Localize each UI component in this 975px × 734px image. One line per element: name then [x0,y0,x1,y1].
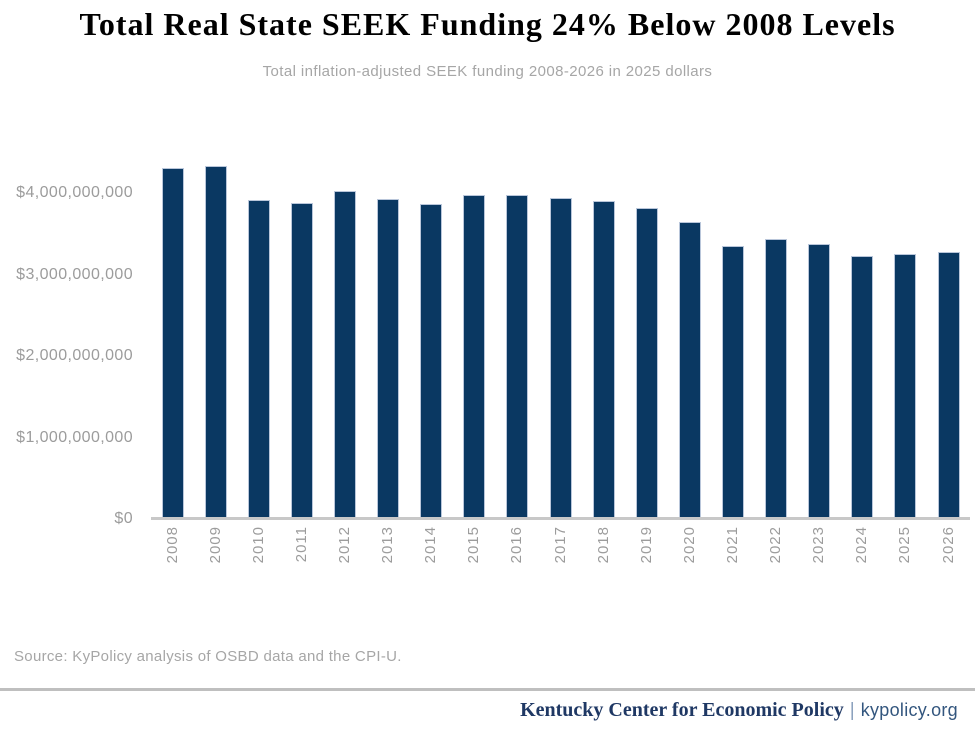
x-tick-slot-2020: 2020 [668,526,711,586]
bar-2022 [765,239,788,519]
y-axis-labels: $0 $1,000,000,000 $2,000,000,000 $3,000,000… [0,0,133,560]
x-tick-slot-2009: 2009 [194,526,237,586]
x-tick-slot-2017: 2017 [539,526,582,586]
x-tick-slot-2019: 2019 [625,526,668,586]
y-tick-label-0: $0 [114,510,133,527]
x-tick-slot-2014: 2014 [410,526,453,586]
bar-slot-2013 [367,199,410,519]
y-tick-label-4000000000: $4,000,000,000 [16,184,133,201]
footer-org-name: Kentucky Center for Economic Policy [520,699,844,721]
x-tick-slot-2025: 2025 [884,526,927,586]
bar-2021 [721,246,744,519]
bar-slot-2020 [668,222,711,519]
bar-2010 [247,200,270,519]
x-tick-label-2018: 2018 [594,526,612,564]
x-tick-label-2025: 2025 [896,526,914,564]
bar-slot-2012 [323,191,366,519]
x-tick-label-2014: 2014 [422,526,440,564]
bar-slot-2015 [453,195,496,519]
bar-2025 [894,254,917,519]
y-tick-label-2000000000: $2,000,000,000 [16,347,133,364]
bar-slot-2023 [798,244,841,519]
bar-2008 [161,168,184,519]
bar-2012 [333,191,356,519]
x-tick-slot-2013: 2013 [367,526,410,586]
bar-2016 [506,195,529,519]
plot-area: $0 $1,000,000,000 $2,000,000,000 $3,000,000… [0,0,970,586]
bars [151,0,970,519]
x-tick-label-2010: 2010 [249,526,267,564]
bar-2013 [377,199,400,519]
bar-2014 [420,204,443,519]
chart-subtitle: Total inflation-adjusted SEEK funding 20… [262,63,713,80]
bar-2018 [592,201,615,519]
bar-2024 [851,256,874,519]
bar-slot-2024 [841,256,884,519]
bar-slot-2017 [539,198,582,519]
x-tick-slot-2023: 2023 [798,526,841,586]
bar-slot-2010 [237,200,280,519]
x-tick-label-2021: 2021 [723,526,741,564]
bar-slot-2019 [625,208,668,519]
bar-slot-2026 [927,252,970,519]
x-tick-slot-2016: 2016 [496,526,539,586]
x-tick-label-2013: 2013 [379,526,397,564]
x-tick-slot-2026: 2026 [927,526,970,586]
y-tick-label-3000000000: $3,000,000,000 [16,265,133,283]
bar-2023 [808,244,831,519]
x-tick-label-2022: 2022 [767,526,785,564]
footer-separator: | [849,700,855,721]
bar-slot-2025 [884,254,927,519]
x-tick-label-2015: 2015 [465,526,483,564]
x-tick-slot-2011: 2011 [280,526,323,586]
bar-slot-2014 [410,204,453,519]
x-tick-label-2024: 2024 [853,526,871,564]
footer-site-link: kypolicy.org [860,700,958,720]
bar-2019 [635,208,658,519]
footer-divider [0,688,975,691]
x-axis-line [151,517,970,520]
chart-title: Total Real State SEEK Funding 24% Below … [79,6,896,42]
bar-slot-2018 [582,201,625,519]
y-tick-label-1000000000: $1,000,000,000 [16,428,133,446]
bar-2011 [290,203,313,519]
bar-2026 [937,252,960,519]
bar-slot-2016 [496,195,539,519]
footer: Kentucky Center for Economic Policy | kypo… [520,699,958,722]
x-tick-slot-2008: 2008 [151,526,194,586]
x-tick-label-2008: 2008 [163,526,181,564]
x-tick-slot-2010: 2010 [237,526,280,586]
x-tick-slot-2021: 2021 [711,526,754,586]
x-tick-label-2017: 2017 [551,526,569,564]
x-tick-label-2016: 2016 [508,526,526,564]
x-tick-slot-2022: 2022 [755,526,798,586]
bar-slot-2011 [280,203,323,519]
bar-2020 [678,222,701,519]
x-axis-labels: 2008 2009 2010 2011 2012 2013 2014 2015 2016 2017… [151,526,970,586]
bar-2017 [549,198,572,519]
x-tick-slot-2012: 2012 [323,526,366,586]
x-tick-label-2019: 2019 [637,526,655,564]
x-tick-slot-2018: 2018 [582,526,625,586]
x-tick-slot-2015: 2015 [453,526,496,586]
bar-2015 [463,195,486,519]
x-tick-label-2012: 2012 [335,526,353,564]
x-tick-slot-2024: 2024 [841,526,884,586]
bar-slot-2021 [711,246,754,519]
bar-slot-2008 [151,168,194,519]
bar-2009 [204,166,227,519]
x-tick-label-2011: 2011 [292,526,310,563]
x-tick-label-2026: 2026 [939,526,957,564]
bar-slot-2022 [755,239,798,519]
source-note: Source: KyPolicy analysis of OSBD data a… [14,648,402,665]
x-tick-label-2020: 2020 [680,526,698,564]
x-tick-label-2023: 2023 [810,526,828,564]
x-tick-label-2009: 2009 [206,526,224,564]
bar-slot-2009 [194,166,237,519]
